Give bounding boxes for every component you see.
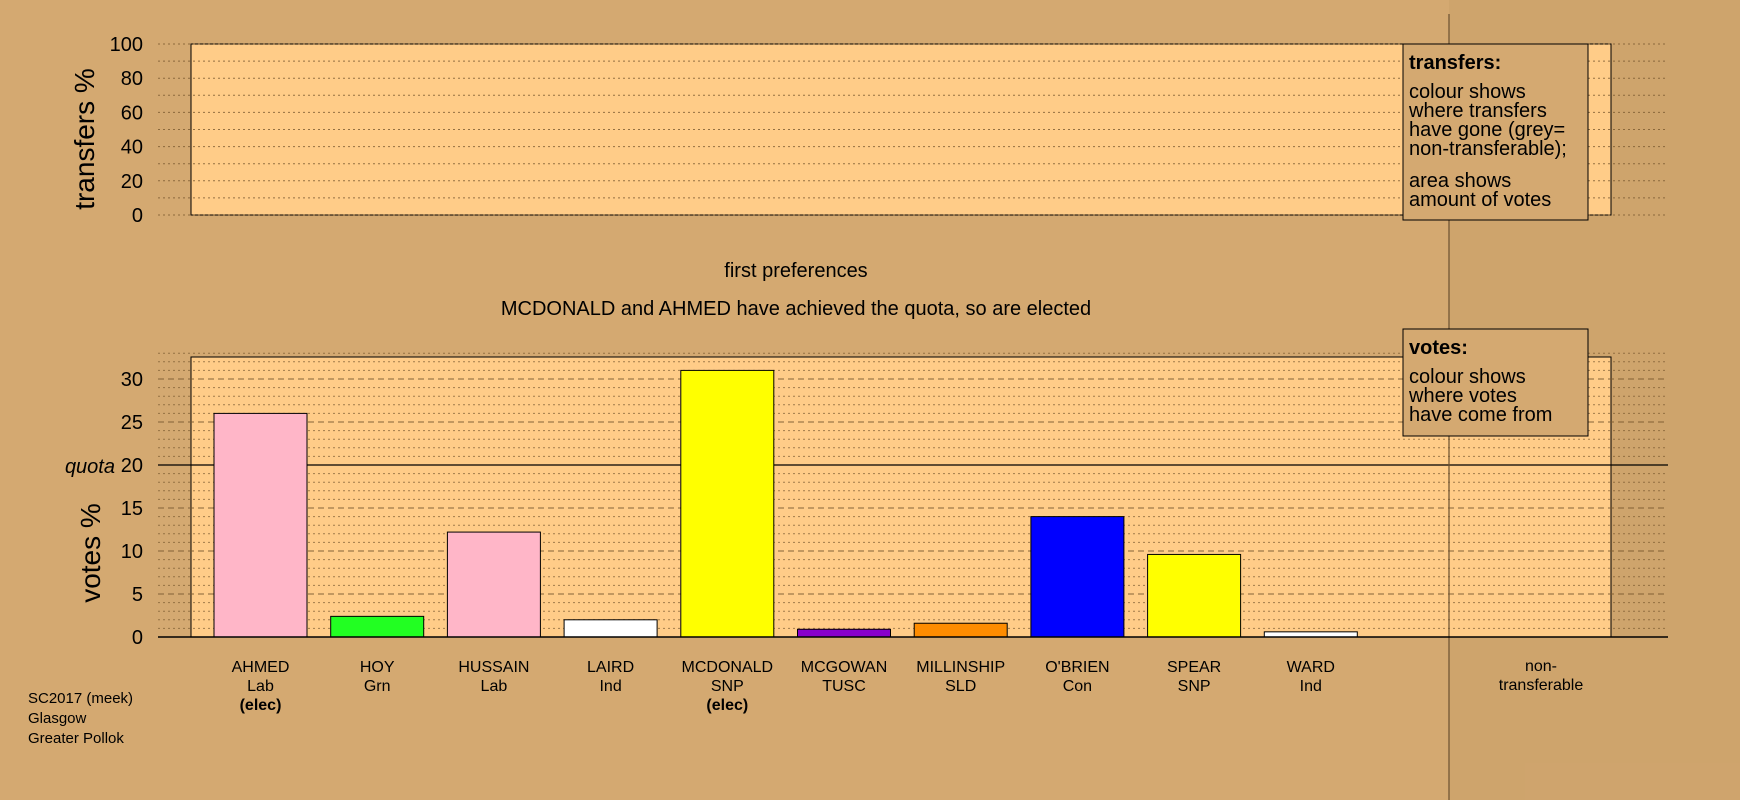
transfers-legend-title: transfers: bbox=[1409, 52, 1501, 74]
votes-tick-label: 15 bbox=[121, 498, 143, 520]
quota-label: quota bbox=[65, 456, 115, 478]
source-line: Greater Pollok bbox=[28, 730, 124, 747]
transfers-legend-line: where transfers bbox=[1408, 100, 1547, 122]
transfers-legend-line: colour shows bbox=[1409, 81, 1526, 103]
votes-tick-label: 5 bbox=[132, 584, 143, 606]
candidate-party: Lab bbox=[247, 678, 274, 695]
transfers-legend-line: non-transferable); bbox=[1409, 138, 1567, 160]
transfers-tick-label: 60 bbox=[121, 102, 143, 124]
votes-legend-line: where votes bbox=[1408, 385, 1517, 407]
candidate-name: O'BRIEN bbox=[1045, 659, 1109, 676]
bar-mcdonald bbox=[680, 369, 775, 638]
candidate-name: HOY bbox=[360, 659, 395, 676]
candidate-name: AHMED bbox=[232, 659, 290, 676]
candidate-name: MCDONALD bbox=[682, 659, 774, 676]
candidate-name: SPEAR bbox=[1167, 659, 1221, 676]
stage-label: first preferences bbox=[724, 260, 867, 282]
bar-laird bbox=[563, 619, 658, 638]
votes-tick-label: 20 bbox=[121, 455, 143, 477]
bar-hoy bbox=[330, 615, 425, 638]
candidate-elected: (elec) bbox=[706, 697, 748, 714]
candidate-party: Con bbox=[1063, 678, 1092, 695]
candidate-party: SNP bbox=[1178, 678, 1211, 695]
votes-panel bbox=[190, 356, 1612, 638]
transfers-tick-label: 40 bbox=[121, 137, 143, 159]
candidate-name: HUSSAIN bbox=[458, 659, 529, 676]
nontransferable-label: transferable bbox=[1499, 677, 1584, 694]
bar-obrien bbox=[1030, 516, 1125, 638]
transfers-legend-box bbox=[1402, 43, 1589, 221]
candidate-party: Ind bbox=[1300, 678, 1322, 695]
chart-subtitle: MCDONALD and AHMED have achieved the quo… bbox=[501, 298, 1091, 320]
transfers-legend-line: have gone (grey= bbox=[1409, 119, 1565, 141]
bar-millinship bbox=[913, 622, 1008, 638]
source-line: SC2017 (meek) bbox=[28, 690, 133, 707]
nontransferable-label: non- bbox=[1525, 658, 1557, 675]
votes-legend-line: colour shows bbox=[1409, 366, 1526, 388]
votes-tick-label: 10 bbox=[121, 541, 143, 563]
transfers-tick-label: 100 bbox=[110, 34, 143, 56]
votes-legend-line: have come from bbox=[1409, 404, 1552, 426]
votes-tick-label: 30 bbox=[121, 369, 143, 391]
candidate-name: MCGOWAN bbox=[801, 659, 888, 676]
candidate-party: SNP bbox=[711, 678, 744, 695]
transfers-legend-line: area shows bbox=[1409, 170, 1511, 192]
candidate-name: LAIRD bbox=[587, 659, 634, 676]
candidate-name: WARD bbox=[1287, 659, 1335, 676]
candidate-party: TUSC bbox=[822, 678, 866, 695]
transfers-legend-line: amount of votes bbox=[1409, 189, 1551, 211]
candidate-party: Ind bbox=[599, 678, 621, 695]
transfers-tick-label: 0 bbox=[132, 205, 143, 227]
transfers-tick-label: 80 bbox=[121, 68, 143, 90]
candidate-party: Grn bbox=[364, 678, 391, 695]
bar-ward bbox=[1263, 631, 1358, 638]
candidate-party: SLD bbox=[945, 678, 976, 695]
source-line: Glasgow bbox=[28, 710, 87, 727]
votes-tick-label: 25 bbox=[121, 412, 143, 434]
candidate-party: Lab bbox=[481, 678, 508, 695]
votes-axis-title: votes % bbox=[75, 503, 106, 603]
bar-hussain bbox=[446, 531, 541, 638]
bar-spear bbox=[1147, 553, 1242, 638]
votes-tick-label: 0 bbox=[132, 627, 143, 649]
transfers-tick-label: 20 bbox=[121, 171, 143, 193]
votes-legend-box bbox=[1402, 328, 1589, 437]
candidate-name: MILLINSHIP bbox=[916, 659, 1005, 676]
transfers-axis-title: transfers % bbox=[69, 68, 100, 210]
candidate-elected: (elec) bbox=[240, 697, 282, 714]
votes-legend-title: votes: bbox=[1409, 337, 1468, 359]
bar-mcgowan bbox=[797, 628, 891, 638]
bar-ahmed bbox=[213, 412, 308, 638]
